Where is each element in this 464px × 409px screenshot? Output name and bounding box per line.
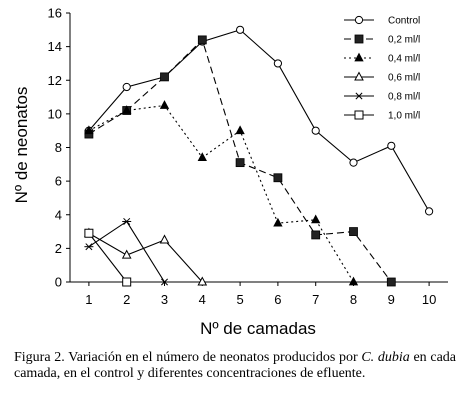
figure-label: Figura 2. (14, 350, 65, 365)
data-point-0-2-ml-l (273, 173, 283, 183)
y-tick-label: 2 (55, 241, 62, 256)
y-tick-label: 8 (55, 140, 62, 155)
data-point-control (349, 158, 358, 167)
legend-label-0-6-ml-l: 0,6 ml/l (388, 73, 420, 84)
data-point-control (236, 25, 245, 34)
caption-text-end: en cada camada, en el control y diferent… (14, 350, 456, 381)
data-point-0-4-ml-l (235, 125, 245, 135)
data-point-control (311, 126, 320, 135)
x-tick-label: 9 (388, 292, 395, 307)
data-point-0-2-ml-l (349, 227, 358, 236)
data-point-0-2-ml-l (311, 230, 321, 240)
data-point-0-4-ml-l (159, 100, 170, 109)
legend-label-0-4-ml-l: 0,4 ml/l (388, 54, 420, 65)
data-point-control (122, 82, 131, 92)
y-tick-label: 14 (48, 39, 62, 54)
x-tick-label: 1 (85, 292, 92, 307)
data-point-1-0-ml-l (84, 228, 94, 238)
data-point-control (273, 59, 282, 68)
data-point-0-6-ml-l (121, 249, 132, 259)
legend-marker-0-2-ml-l (354, 34, 364, 44)
x-tick-label: 7 (312, 292, 319, 307)
y-tick-label: 10 (48, 106, 62, 121)
data-point-0-4-ml-l (273, 217, 283, 227)
data-point-0-8-ml-l (122, 217, 132, 225)
data-point-0-2-ml-l (235, 158, 245, 168)
chart-legend: Control 0,2 ml/l 0,4 ml/l 0,6 ml/l 0,8 ml/l 1… (344, 16, 420, 122)
x-axis-label: Nº de camadas (200, 319, 316, 338)
data-point-control (425, 207, 434, 216)
data-point-0-8-ml-l (84, 243, 94, 251)
legend-marker-1-0-ml-l (354, 110, 364, 120)
data-point-0-4-ml-l (84, 125, 94, 135)
y-tick-label: 6 (55, 174, 62, 189)
data-point-0-2-ml-l (197, 35, 207, 45)
x-tick-label: 2 (123, 292, 130, 307)
data-point-0-4-ml-l (197, 152, 207, 161)
caption-text-start: Variación en el número de neonatos produ… (64, 350, 362, 365)
y-tick-label: 12 (48, 73, 62, 88)
data-point-0-4-ml-l (122, 105, 132, 114)
data-point-0-4-ml-l (348, 276, 359, 286)
y-tick-label: 0 (55, 275, 62, 290)
series-line-0-6-ml-l (88, 232, 203, 283)
legend-marker-control (354, 15, 364, 25)
x-tick-label: 6 (274, 292, 281, 307)
data-point-0-2-ml-l (160, 72, 169, 82)
legend-label-1-0-ml-l: 1,0 ml/l (388, 111, 420, 122)
y-tick-label: 4 (55, 207, 62, 222)
legend-marker-0-4-ml-l (354, 52, 364, 62)
data-point-0-2-ml-l (386, 277, 396, 287)
legend-label-control: Control (388, 16, 420, 27)
data-point-control (387, 141, 396, 150)
legend-label-0-2-ml-l: 0,2 ml/l (388, 35, 420, 46)
data-point-0-8-ml-l (160, 278, 169, 286)
x-tick-label: 4 (199, 292, 206, 307)
species-name: C. dubia (361, 350, 410, 365)
legend-marker-0-8-ml-l (354, 92, 364, 100)
series-line-1-0-ml-l (88, 232, 128, 283)
data-point-0-6-ml-l (159, 234, 170, 244)
data-point-0-4-ml-l (311, 214, 321, 224)
chart-plot-area (84, 25, 434, 287)
y-tick-label: 16 (48, 6, 62, 21)
data-point-1-0-ml-l (122, 277, 132, 287)
x-tick-label: 10 (422, 292, 436, 307)
legend-label-0-8-ml-l: 0,8 ml/l (388, 92, 420, 103)
x-tick-label: 5 (236, 292, 243, 307)
series-line-control (88, 29, 430, 212)
figure-caption: Figura 2. Variación en el número de neon… (14, 350, 456, 382)
legend-marker-0-6-ml-l (354, 71, 364, 81)
data-point-0-6-ml-l (197, 276, 208, 286)
y-axis-label: Nº de neonatos (12, 87, 31, 204)
x-tick-label: 3 (161, 292, 168, 307)
x-tick-label: 8 (350, 292, 357, 307)
